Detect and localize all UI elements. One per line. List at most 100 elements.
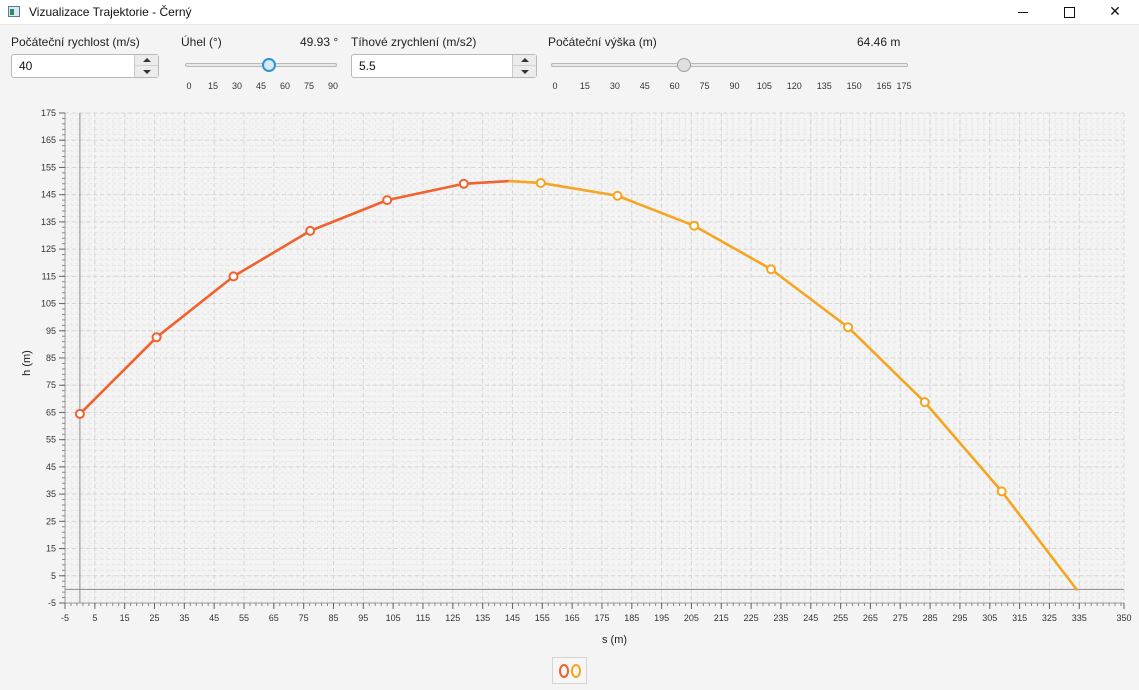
data-point-series-2 [843,322,854,333]
maximize-button[interactable] [1046,0,1092,24]
y-tick-label: 135 [41,217,56,227]
angle-slider-tick-label: 75 [303,81,315,91]
x-tick-label: 245 [803,613,818,623]
initial-height-label: Počáteční výška (m) [548,35,657,49]
angle-slider-tick-label: 90 [327,81,339,91]
x-tick-label: 285 [923,613,938,623]
data-point-series-2 [766,264,777,275]
data-point-series-2 [535,177,546,188]
initial-height-slider-tick-label: 15 [579,81,590,91]
initial-height-slider-tick-label: 175 [896,81,912,91]
legend-swatch-series-2 [570,663,581,678]
y-tick-label: 155 [41,162,56,172]
chevron-down-icon [142,69,151,74]
data-point-series-2 [919,397,930,408]
x-tick-label: 115 [416,613,430,623]
maximize-icon [1063,6,1075,18]
y-tick-label: -5 [48,598,56,608]
angle-slider-tick-label: 0 [186,81,192,91]
y-tick-label: 45 [46,462,56,472]
data-point-series-1 [382,195,393,206]
x-tick-label: 325 [1042,613,1057,623]
initial-height-readout: 64.46 m [857,35,901,49]
x-tick-label: 315 [1012,613,1027,623]
x-tick-label: -5 [61,613,69,623]
x-tick-label: 235 [773,613,788,623]
initial-height-slider-tick-label: 120 [786,81,802,91]
data-point-series-1 [458,178,469,189]
initial-speed-label: Počáteční rychlost (m/s) [11,35,140,49]
gravity-stepper[interactable] [512,55,536,77]
x-tick-label: 145 [505,613,520,623]
window-title: Vizualizace Trajektorie - Černý [29,5,192,19]
chevron-down-icon [520,69,529,74]
x-tick-label: 275 [893,613,908,623]
x-tick-label: 185 [624,613,639,623]
y-tick-label: 95 [46,326,56,336]
minimize-button[interactable] [1000,0,1046,24]
angle-slider-tick-label: 30 [231,81,243,91]
x-tick-label: 5 [92,613,97,623]
x-tick-label: 85 [328,613,338,623]
x-tick-label: 350 [1116,613,1131,623]
initial-speed-spinner[interactable] [11,54,159,78]
initial-height-slider-tick-label: 75 [699,81,710,91]
x-tick-label: 45 [209,613,219,623]
y-tick-label: 15 [46,544,56,554]
angle-readout: 49.93 ° [300,35,339,49]
y-tick-label: 25 [46,516,56,526]
y-tick-label: 125 [41,244,56,254]
title-bar: Vizualizace Trajektorie - Černý ✕ [0,0,1139,25]
angle-slider-thumb[interactable] [261,58,276,72]
x-tick-label: 105 [386,613,401,623]
x-tick-label: 225 [744,613,759,623]
x-tick-label: 335 [1072,613,1087,623]
x-tick-label: 155 [535,613,550,623]
x-tick-label: 65 [269,613,279,623]
x-tick-label: 35 [179,613,189,623]
initial-height-slider-tick-label: 135 [816,81,832,91]
initial-height-slider-tick-label: 150 [846,81,862,91]
chevron-up-icon [142,58,151,62]
data-point-series-1 [228,271,239,282]
x-tick-label: 255 [833,613,848,623]
initial-speed-stepper[interactable] [134,55,158,77]
initial-height-slider-tick-label: 45 [639,81,650,91]
y-tick-label: 175 [41,108,56,118]
close-button[interactable]: ✕ [1092,0,1138,24]
increment-button[interactable] [135,55,158,66]
increment-button[interactable] [513,55,536,66]
initial-height-slider-tick-label: 60 [669,81,680,91]
y-tick-label: 165 [41,135,56,145]
close-icon: ✕ [1109,4,1121,20]
x-tick-label: 265 [863,613,878,623]
x-tick-label: 205 [684,613,699,623]
y-tick-label: 105 [41,299,56,309]
data-point-series-1 [305,225,316,236]
data-point-series-2 [689,220,700,231]
y-tick-label: 5 [51,571,56,581]
initial-height-slider-tick-label: 105 [756,81,772,91]
initial-speed-input[interactable] [12,55,136,77]
trajectory-chart: -5 5 15 25 35 45 55 65 75 85 95 105 115 125 135 145 155 1… [21,108,1132,646]
y-tick-label: 65 [46,407,56,417]
x-tick-label: 55 [239,613,249,623]
initial-height-slider-tick-label: 165 [876,81,892,91]
x-tick-label: 165 [565,613,580,623]
chevron-up-icon [520,58,529,62]
decrement-button[interactable] [513,66,536,77]
angle-label: Úhel (°) [181,35,222,49]
x-tick-label: 175 [594,613,609,623]
y-axis-title: h (m) [21,350,33,376]
decrement-button[interactable] [135,66,158,77]
y-tick-label: 145 [41,190,56,200]
gravity-label: Tíhové zrychlení (m/s2) [351,35,477,49]
angle-slider-track[interactable] [185,63,337,67]
gravity-input[interactable] [352,55,514,77]
x-tick-label: 15 [120,613,130,623]
gravity-spinner[interactable] [351,54,537,78]
x-tick-label: 95 [358,613,368,623]
initial-height-slider-thumb[interactable] [676,58,691,72]
initial-height-slider-track[interactable] [551,63,908,67]
x-axis-title: s (m) [602,634,627,646]
